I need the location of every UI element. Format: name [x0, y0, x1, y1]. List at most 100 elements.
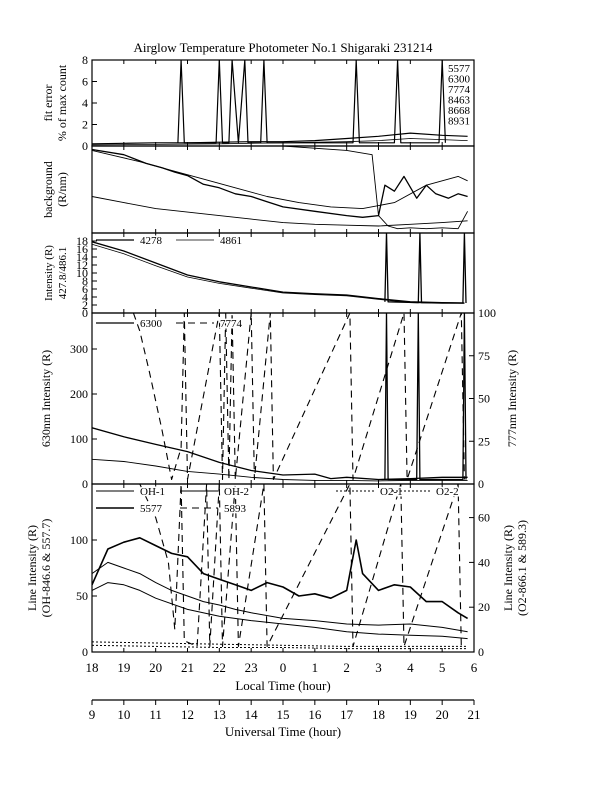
y-tick-right-label: 25	[478, 434, 490, 448]
y-tick-label: 4	[82, 290, 88, 304]
y-tick-label: 0	[82, 645, 88, 659]
x-ut-tick-label: 16	[308, 707, 322, 722]
legend-label: OH-2	[224, 486, 249, 498]
x-ut-tick-label: 21	[468, 707, 481, 722]
x-ut-tick-label: 11	[149, 707, 162, 722]
y-tick-right-label: 100	[478, 306, 496, 320]
legend-label: 5577	[448, 63, 471, 75]
y-axis-label-2: (R/nm)	[55, 172, 69, 207]
x-local-tick-label: 4	[407, 660, 414, 675]
legend-label: 6300	[140, 318, 163, 330]
legend-label: 7774	[448, 84, 471, 96]
y-tick-label: 2	[82, 118, 88, 132]
series-line-4278	[92, 241, 465, 304]
panel-frame	[91, 145, 475, 234]
y-tick-label: 2	[82, 298, 88, 312]
x-local-tick-label: 2	[343, 660, 350, 675]
series-line-base	[92, 132, 468, 145]
series-line-b1	[92, 149, 468, 210]
series-line-O2-1	[92, 644, 468, 650]
series-line-base2	[92, 138, 468, 146]
series-group	[92, 484, 469, 650]
y-axis-label-right-2: (O2-866.1 & 589.3)	[515, 520, 529, 616]
y-tick-right-label: 60	[478, 511, 490, 525]
x-ut-tick-label: 14	[245, 707, 259, 722]
y-tick-label: 8	[82, 53, 88, 67]
series-line-spikes	[177, 60, 446, 144]
legend-label: 8463	[448, 95, 471, 107]
series-group	[92, 233, 467, 304]
series-line-OH-1	[92, 561, 468, 633]
y-axis-label-left: 630nm Intensity (R)	[39, 350, 53, 447]
x-ut-tick-label: 15	[277, 707, 290, 722]
x-ut-tick-label: 9	[89, 707, 96, 722]
y-axis-label-2: % of max count	[55, 64, 69, 141]
legend-label: 5577	[140, 503, 163, 515]
x-ut-tick-label: 10	[117, 707, 130, 722]
y-axis-label: background	[41, 161, 55, 218]
y-tick-right-label: 0	[478, 645, 484, 659]
y-axis-label: fit error	[41, 85, 55, 122]
x-local-tick-label: 6	[471, 660, 478, 675]
series-line-5577	[92, 537, 469, 620]
series-line-b3	[92, 196, 468, 227]
x-ut-tick-label: 19	[404, 707, 417, 722]
series-line-spk	[384, 313, 467, 481]
series-line-O2-2	[92, 641, 468, 647]
x-local-tick-label: 20	[149, 660, 162, 675]
y-axis-label-right: 777nm Intensity (R)	[505, 350, 519, 447]
x-local-tick-label: 22	[213, 660, 226, 675]
x-ut-tick-label: 13	[213, 707, 226, 722]
series-line-7774	[132, 313, 465, 481]
series-line-b4	[92, 146, 468, 230]
legend-label: 4278	[140, 235, 163, 247]
y-tick-right-label: 50	[478, 392, 490, 406]
y-tick-label: 50	[76, 589, 88, 603]
panel-fit: 0 2 4 6 8 fit error% of max count 557763007774…	[41, 53, 475, 153]
y-tick-label: 12	[76, 258, 88, 272]
x-local-tick-label: 19	[117, 660, 130, 675]
legend-label: O2-1	[380, 486, 403, 498]
series-group	[92, 146, 468, 230]
legend-label: 5893	[224, 503, 247, 515]
y-tick-right-label: 40	[478, 555, 490, 569]
x-local-tick-label: 3	[375, 660, 382, 675]
series-group	[92, 313, 468, 482]
series-line-b2	[92, 148, 468, 218]
legend-label: 8668	[448, 105, 471, 117]
x-ut-tick-label: 12	[181, 707, 194, 722]
y-tick-label: 100	[70, 533, 88, 547]
series-line-5893	[139, 484, 462, 647]
series-line-spk	[384, 233, 467, 304]
y-tick-label: 4	[82, 96, 88, 110]
y-tick-label: 0	[82, 477, 88, 491]
y-axis-label: Intensity (R)	[43, 245, 55, 301]
panel-bg: background (R/nm)	[41, 145, 475, 234]
legend-label: 7774	[220, 318, 243, 330]
x-local-label: Local Time (hour)	[235, 678, 330, 693]
y-axis-label-left-2: (OH-846.6 & 557.7)	[39, 519, 53, 618]
x-axes: 18 19 20 21 22 23 0 1 2 3 4 5 69 10 11 12 13 14 15 16 17 18 19…	[86, 660, 481, 722]
y-tick-label: 0	[82, 306, 88, 320]
series-line-OH-2	[92, 582, 468, 640]
y-axis-label-left: Line Intensity (R)	[25, 525, 39, 611]
y-tick-label: 16	[76, 242, 88, 256]
y-tick-label: 0	[82, 139, 88, 153]
y-axis-label-2: 427.8/486.1	[57, 247, 69, 300]
legend-label: 8931	[448, 116, 470, 128]
y-tick-label: 6	[82, 75, 88, 89]
y-axis-label-right: Line Intensity (R)	[501, 525, 515, 611]
y-tick-label: 6	[82, 282, 88, 296]
x-ut-tick-label: 18	[372, 707, 385, 722]
x-local-tick-label: 0	[280, 660, 287, 675]
series-group	[92, 60, 468, 146]
panel-red: 0 100 200 300 0 25 50 75 100 630nm Intensity (R) 7…	[39, 306, 519, 491]
x-local-tick-label: 21	[181, 660, 194, 675]
y-tick-label: 100	[70, 432, 88, 446]
y-tick-right-label: 20	[478, 600, 490, 614]
x-ut-tick-label: 17	[340, 707, 354, 722]
legend-label: OH-1	[140, 486, 165, 498]
